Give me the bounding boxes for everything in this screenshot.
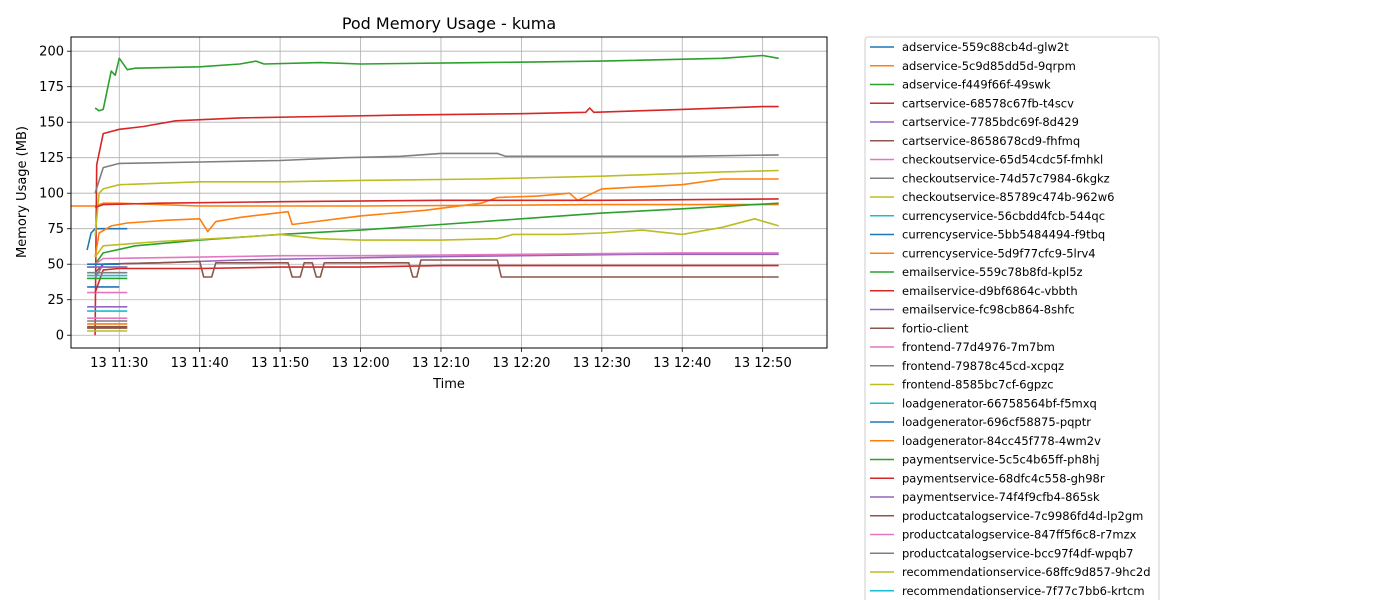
legend-label: currencyservice-56cbdd4fcb-544qc (902, 209, 1105, 223)
legend-label: checkoutservice-74d57c7984-6kgkz (902, 171, 1110, 185)
series-line-currencyservice-5d9f77cfc9-5lrv4 (94, 178, 779, 258)
legend-label: emailservice-559c78b8fd-kpl5z (902, 265, 1083, 279)
legend-label: checkoutservice-85789c474b-962w6 (902, 190, 1114, 204)
x-tick-label: 13 11:30 (90, 356, 148, 371)
legend-label: paymentservice-5c5c4b65ff-ph8hj (902, 453, 1100, 467)
legend-label: adservice-f449f66f-49swk (902, 78, 1051, 92)
y-tick-label: 75 (47, 222, 64, 237)
y-tick-label: 125 (39, 151, 64, 166)
y-axis-label: Memory Usage (MB) (15, 126, 30, 258)
legend-label: recommendationservice-68ffc9d857-9hc2d (902, 565, 1151, 579)
legend: adservice-559c88cb4d-glw2t adservice-5c9d… (864, 36, 1160, 600)
legend-label: productcatalogservice-847ff5f6c8-r7mzx (902, 528, 1137, 542)
axis-ticks: 0 25 50 75 100 125 150 175 200 13 11:30 13 11:40 13… (39, 45, 792, 371)
legend-label: loadgenerator-84cc45f778-4wm2v (902, 434, 1101, 448)
y-tick-label: 50 (47, 258, 64, 273)
legend-label: productcatalogservice-7c9986fd4d-lp2gm (902, 509, 1143, 523)
x-axis-label: Time (432, 377, 465, 392)
legend-label: productcatalogservice-bcc97f4df-wpqb7 (902, 546, 1133, 560)
legend-label: cartservice-7785bdc69f-8d429 (902, 115, 1079, 129)
x-tick-label: 13 12:30 (573, 356, 631, 371)
series-line-adservice-559c88cb4d-glw2t (86, 227, 128, 251)
y-tick-label: 150 (39, 116, 64, 131)
series-line-adservice-f449f66f-49swk (94, 54, 779, 112)
series-line-frontend-77d4976-7m7bm (94, 252, 779, 265)
plot-frame (70, 36, 828, 349)
y-tick-label: 0 (56, 329, 64, 344)
series-line-checkoutservice-85789c474b-962w6 (94, 169, 779, 236)
series-line-fortio-client (94, 259, 779, 278)
x-tick-label: 13 12:50 (734, 356, 792, 371)
legend-label: loadgenerator-66758564bf-f5mxq (902, 396, 1097, 410)
x-tick-label: 13 12:20 (492, 356, 550, 371)
x-tick-label: 13 11:40 (171, 356, 229, 371)
series-line-checkoutservice-74d57c7984-6kgkz (94, 152, 779, 194)
legend-label: adservice-5c9d85dd5d-9qrpm (902, 59, 1076, 73)
series-line-paymentservice-68dfc4c558-gh98r (94, 198, 779, 209)
x-tick-label: 13 12:40 (653, 356, 711, 371)
series-line-cartservice-68578c67fb-t4scv (94, 105, 779, 336)
series-lines (71, 54, 779, 336)
legend-label: cartservice-8658678cd9-fhfmq (902, 134, 1080, 148)
legend-label: checkoutservice-65d54cdc5f-fmhkl (902, 153, 1103, 167)
x-tick-label: 13 12:00 (331, 356, 389, 371)
legend-label: recommendationservice-7f77c7bb6-krtcm (902, 584, 1145, 598)
legend-label: currencyservice-5bb5484494-f9tbq (902, 228, 1105, 242)
legend-frame (864, 36, 1160, 600)
legend-label: cartservice-68578c67fb-t4scv (902, 96, 1074, 110)
series-line-frontend-8585bc7cf-6gpzc (94, 218, 779, 258)
x-tick-label: 13 11:50 (251, 356, 309, 371)
x-tick-label: 13 12:10 (412, 356, 470, 371)
legend-label: adservice-559c88cb4d-glw2t (902, 40, 1069, 54)
y-tick-label: 25 (47, 293, 64, 308)
y-tick-label: 200 (39, 45, 64, 60)
legend-label: currencyservice-5d9f77cfc9-5lrv4 (902, 246, 1096, 260)
legend-label: frontend-79878c45cd-xcpqz (902, 359, 1064, 373)
legend-label: loadgenerator-696cf58875-pqptr (902, 415, 1091, 429)
series-line-emailservice-559c78b8fd-kpl5z (94, 202, 779, 265)
legend-label: emailservice-fc98cb864-8shfc (902, 303, 1075, 317)
series-line-emailservice-d9bf6864c-vbbth (94, 264, 779, 293)
legend-label: paymentservice-74f4f9cfb4-865sk (902, 490, 1100, 504)
legend-label: paymentservice-68dfc4c558-gh98r (902, 471, 1105, 485)
legend-label: frontend-8585bc7cf-6gpzc (902, 378, 1054, 392)
y-tick-label: 175 (39, 80, 64, 95)
legend-label: fortio-client (902, 321, 969, 335)
legend-label: frontend-77d4976-7m7bm (902, 340, 1055, 354)
grid-lines (71, 37, 827, 348)
chart-title: Pod Memory Usage - kuma (342, 14, 556, 33)
y-tick-label: 100 (39, 187, 64, 202)
legend-label: emailservice-d9bf6864c-vbbth (902, 284, 1078, 298)
